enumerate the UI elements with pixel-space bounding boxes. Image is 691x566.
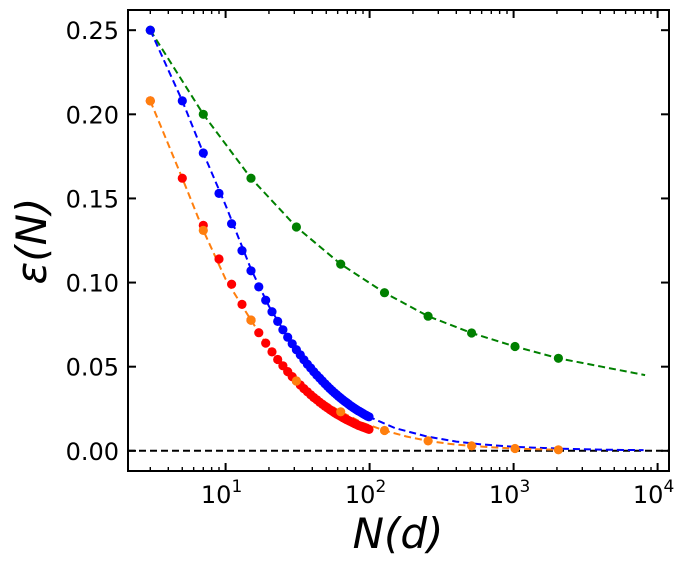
point-red — [254, 328, 264, 338]
point-blue — [237, 246, 247, 256]
point-blue — [273, 316, 283, 326]
series-blue — [145, 25, 374, 422]
point-blue — [198, 148, 208, 158]
point-red — [227, 279, 237, 289]
point-blue — [261, 295, 271, 305]
series-red — [145, 96, 374, 434]
point-orange — [379, 425, 390, 436]
fit-line-green — [149, 29, 646, 377]
point-orange — [423, 436, 433, 446]
axis-ticks: 101 102 103 104 0.00 0.05 0.10 0.15 0.20 0.25 — [66, 10, 674, 509]
y-tick-label: 0.15 — [66, 185, 119, 213]
point-blue — [278, 325, 288, 335]
point-blue — [145, 25, 155, 35]
y-axis-label: ε(N) — [7, 198, 56, 285]
point-orange — [467, 441, 477, 451]
point-blue — [283, 332, 293, 342]
point-green — [246, 173, 256, 183]
y-tick-label: 0.10 — [66, 270, 119, 298]
point-green — [336, 259, 346, 269]
x-tick-label: 103 — [489, 477, 530, 509]
point-green — [467, 328, 477, 338]
point-blue — [214, 188, 224, 198]
point-blue — [246, 266, 256, 276]
point-green — [198, 109, 208, 119]
point-green — [553, 353, 564, 363]
point-red — [237, 299, 247, 309]
point-blue — [364, 412, 374, 422]
point-red — [177, 173, 187, 183]
point-red — [261, 338, 271, 348]
point-red — [267, 347, 277, 357]
point-blue — [254, 282, 264, 292]
fit-line-orange — [149, 100, 559, 451]
series-orange — [145, 96, 564, 455]
axes-frame — [127, 9, 670, 472]
point-green — [423, 311, 433, 321]
point-green — [379, 288, 390, 298]
point-orange — [553, 445, 564, 455]
point-green — [510, 341, 520, 352]
point-orange — [336, 407, 346, 417]
point-orange — [145, 96, 155, 106]
y-tick-label: 0.00 — [66, 438, 119, 466]
point-blue — [227, 219, 237, 229]
x-tick-label: 101 — [201, 477, 242, 509]
point-orange — [510, 443, 520, 454]
point-green — [291, 222, 301, 232]
y-tick-label: 0.05 — [66, 354, 119, 382]
point-red — [273, 354, 283, 365]
point-orange — [198, 225, 208, 235]
y-tick-label: 0.20 — [66, 101, 119, 129]
point-red — [214, 254, 224, 264]
point-blue — [177, 96, 187, 106]
fit-line-blue — [149, 29, 644, 452]
plot-area — [128, 25, 669, 455]
x-axis-label: N(d) — [353, 509, 444, 558]
point-red — [364, 424, 374, 434]
point-blue — [267, 307, 277, 317]
x-tick-label: 102 — [345, 477, 386, 509]
series-green — [145, 25, 564, 363]
y-tick-label: 0.25 — [66, 17, 119, 45]
point-orange — [246, 315, 256, 325]
x-tick-label: 104 — [633, 477, 674, 509]
point-orange — [291, 376, 301, 386]
